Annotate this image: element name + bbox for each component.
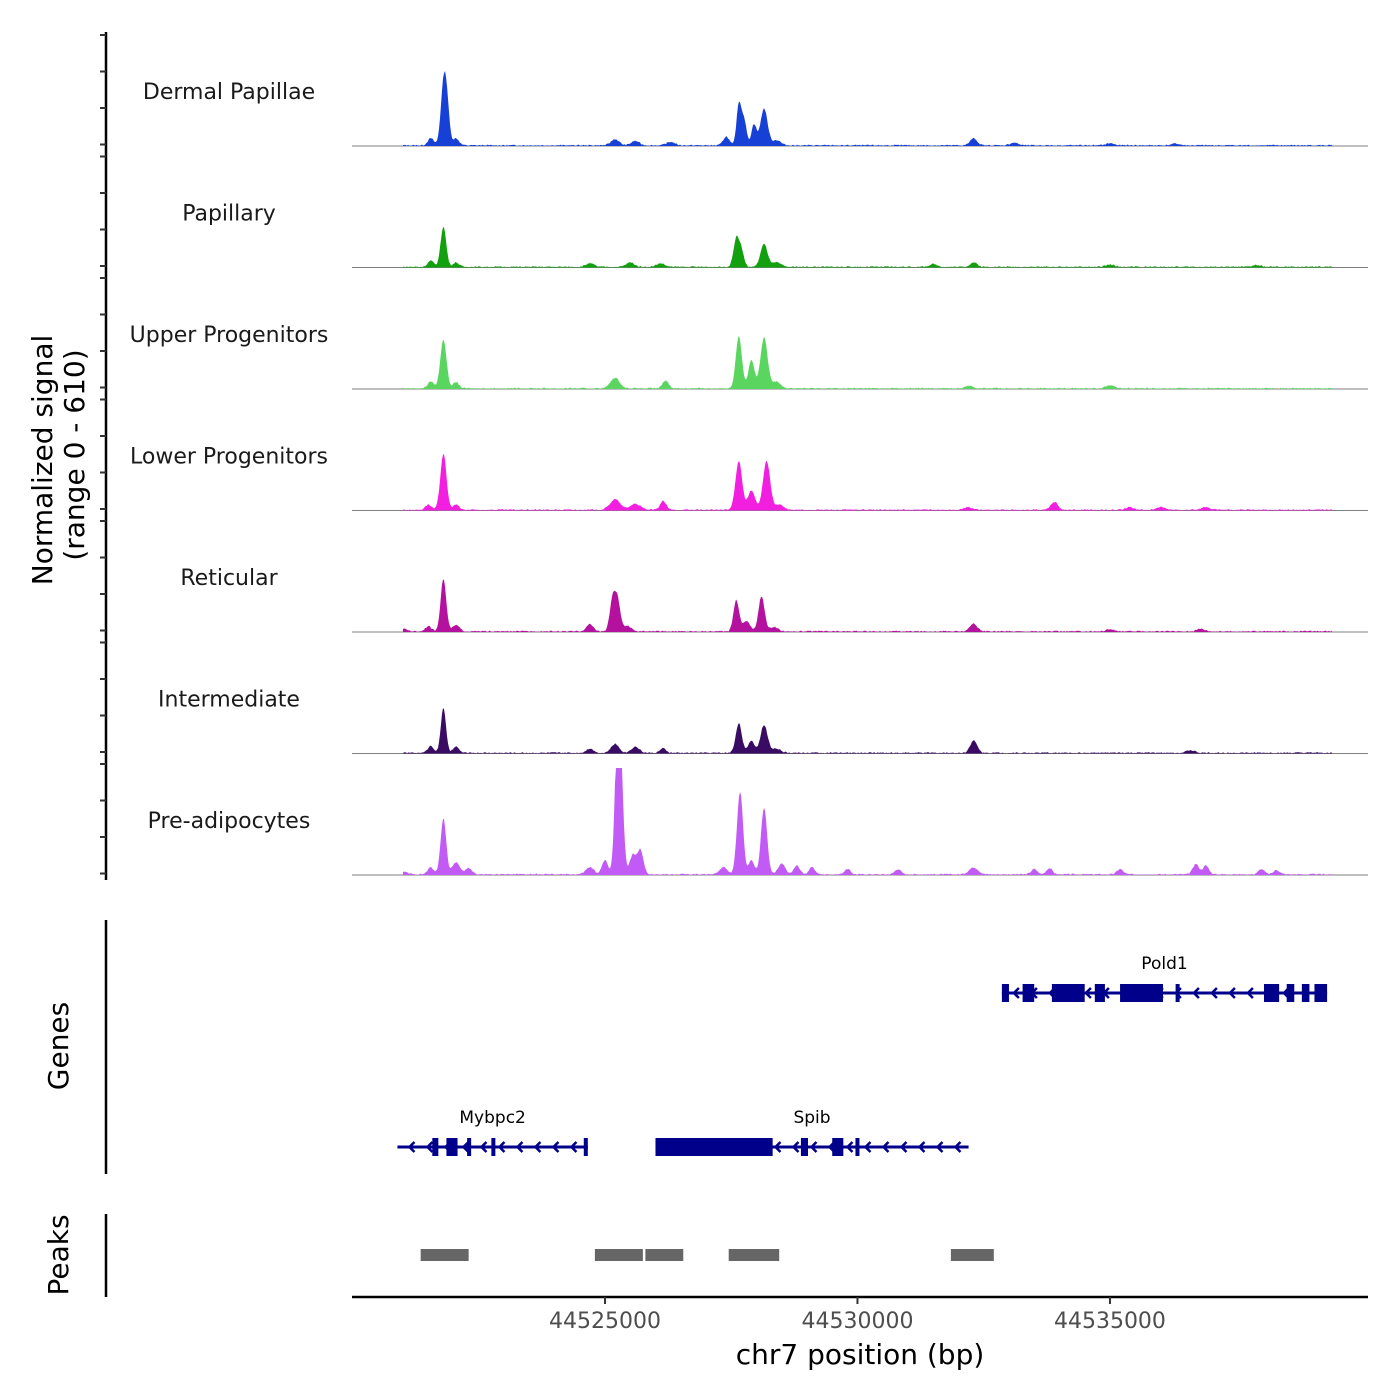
track-pre-adipocytes: Pre-adipocytes	[148, 768, 1368, 876]
track-intermediate: Intermediate	[158, 688, 1368, 754]
peak-region	[950, 1249, 994, 1261]
gene-label: Pold1	[1141, 954, 1187, 974]
y-axis-title: Normalized signal	[26, 335, 59, 586]
track-lower-progenitors: Lower Progenitors	[130, 445, 1368, 511]
gene-exon	[855, 1138, 860, 1156]
y-axis-subtitle: (range 0 - 610)	[58, 349, 91, 560]
gene-pold1: Pold1	[1001, 954, 1328, 1002]
strand-arrow-icon	[551, 1141, 560, 1153]
x-axis-title: chr7 position (bp)	[736, 1338, 985, 1371]
strand-arrow-icon	[1012, 987, 1020, 999]
strand-arrow-icon	[917, 1141, 926, 1153]
peak-region	[594, 1249, 643, 1261]
strand-arrow-icon	[479, 1141, 488, 1153]
strand-arrow-icon	[497, 1141, 506, 1153]
track-papillary: Papillary	[182, 202, 1368, 268]
peak-region	[728, 1249, 780, 1261]
strand-arrow-icon	[953, 1141, 962, 1153]
track-label: Intermediate	[158, 688, 300, 713]
x-axis: 44525000 44530000 44535000	[352, 1295, 1368, 1334]
track-label: Upper Progenitors	[130, 323, 329, 348]
x-tick-label: 44530000	[801, 1309, 913, 1334]
gene-exon	[1022, 984, 1035, 1002]
gene-exon	[1001, 984, 1009, 1002]
x-tick-label: 44535000	[1054, 1309, 1166, 1334]
signal-tracks: Dermal Papillae Papillary Upper Progenitor…	[130, 71, 1368, 876]
strand-arrow-icon	[1246, 987, 1254, 999]
gene-exon	[1051, 984, 1085, 1002]
strand-arrow-icon	[1210, 987, 1218, 999]
strand-arrow-icon	[1192, 987, 1200, 999]
gene-exon	[1094, 984, 1105, 1002]
genes-track-label: Genes	[42, 1002, 75, 1090]
strand-arrow-icon	[881, 1141, 890, 1153]
gene-exon	[800, 1138, 808, 1156]
signal-area	[403, 768, 1333, 875]
strand-arrow-icon	[935, 1141, 944, 1153]
signal-area	[403, 454, 1333, 511]
track-upper-progenitors: Upper Progenitors	[130, 323, 1368, 390]
strand-arrow-icon	[533, 1141, 542, 1153]
strand-arrow-icon	[1084, 987, 1092, 999]
gene-exon	[446, 1138, 458, 1156]
strand-arrow-icon	[425, 1141, 434, 1153]
gene-exon	[655, 1138, 773, 1156]
strand-arrow-icon	[569, 1141, 578, 1153]
track-dermal-papillae: Dermal Papillae	[143, 71, 1368, 147]
track-label: Papillary	[182, 202, 276, 227]
peak-region	[645, 1249, 684, 1261]
gene-exon	[491, 1138, 496, 1156]
strand-arrow-icon	[773, 1141, 782, 1153]
gene-exon	[1120, 984, 1163, 1002]
peaks-track-label: Peaks	[42, 1214, 75, 1295]
peak-region	[420, 1249, 469, 1261]
gene-exon	[467, 1138, 472, 1156]
gene-exon	[1286, 984, 1295, 1002]
gene-spib: Spib	[655, 1108, 969, 1156]
signal-area	[403, 708, 1333, 754]
strand-arrow-icon	[1228, 987, 1236, 999]
track-label: Lower Progenitors	[130, 445, 328, 470]
gene-exon	[432, 1138, 439, 1156]
gene-label: Spib	[793, 1108, 830, 1128]
signal-area	[403, 579, 1333, 632]
track-label: Dermal Papillae	[143, 80, 315, 105]
genes-track: Pold1 Mybpc2 Spib	[104, 920, 1328, 1174]
signal-y-axis	[100, 32, 108, 880]
gene-label: Mybpc2	[459, 1108, 525, 1128]
strand-arrow-icon	[515, 1141, 524, 1153]
signal-area	[403, 227, 1333, 268]
track-reticular: Reticular	[180, 566, 1368, 633]
strand-arrow-icon	[407, 1141, 416, 1153]
track-label: Pre-adipocytes	[148, 809, 311, 834]
strand-arrow-icon	[845, 1141, 854, 1153]
gene-exon	[1175, 984, 1180, 1002]
gene-mybpc2: Mybpc2	[397, 1108, 588, 1156]
gene-exon	[1314, 984, 1328, 1002]
strand-arrow-icon	[461, 1141, 470, 1153]
gene-exon	[832, 1138, 844, 1156]
signal-area	[403, 336, 1333, 389]
track-label: Reticular	[180, 566, 278, 591]
strand-arrow-icon	[899, 1141, 908, 1153]
peaks-track	[104, 1214, 994, 1297]
x-tick-label: 44525000	[549, 1309, 661, 1334]
gene-exon	[1301, 984, 1310, 1002]
strand-arrow-icon	[809, 1141, 818, 1153]
signal-area	[403, 71, 1333, 146]
strand-arrow-icon	[863, 1141, 872, 1153]
gene-exon	[1263, 984, 1280, 1002]
gene-exon	[583, 1138, 588, 1156]
strand-arrow-icon	[791, 1141, 800, 1153]
